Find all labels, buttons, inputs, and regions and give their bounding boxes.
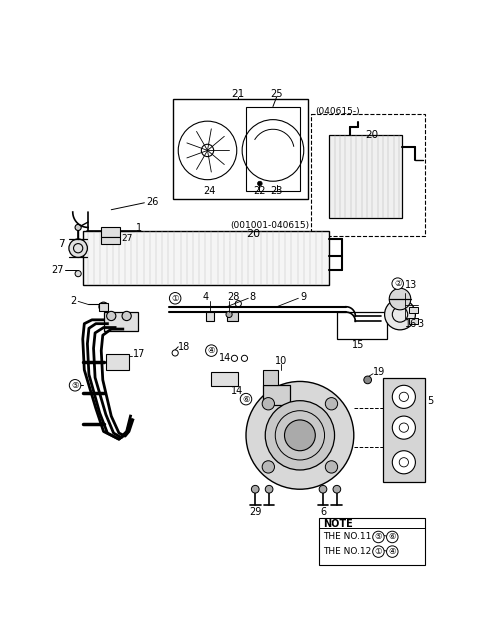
Bar xyxy=(312,114,425,236)
Text: (001001-040615): (001001-040615) xyxy=(230,221,310,230)
Circle shape xyxy=(325,397,337,410)
Text: 9: 9 xyxy=(300,292,306,302)
Text: 27: 27 xyxy=(121,234,132,243)
Circle shape xyxy=(325,460,337,473)
Circle shape xyxy=(392,385,415,408)
Text: 4: 4 xyxy=(203,292,209,302)
Text: 14: 14 xyxy=(219,354,231,363)
Circle shape xyxy=(122,311,131,321)
Text: NOTE: NOTE xyxy=(323,519,353,529)
Text: 13: 13 xyxy=(406,280,418,290)
Text: 18: 18 xyxy=(178,342,191,352)
Text: 29: 29 xyxy=(249,507,262,517)
Circle shape xyxy=(246,381,354,489)
Circle shape xyxy=(384,299,415,330)
Bar xyxy=(227,312,238,321)
Text: THE NO.12 :: THE NO.12 : xyxy=(323,547,377,556)
Circle shape xyxy=(364,376,372,384)
Text: ⑤: ⑤ xyxy=(375,533,382,542)
Text: ④: ④ xyxy=(388,547,396,556)
Bar xyxy=(173,99,308,199)
Text: 19: 19 xyxy=(373,367,385,377)
Bar xyxy=(337,312,387,339)
Text: 14: 14 xyxy=(230,386,243,397)
Text: ①: ① xyxy=(375,547,382,556)
Circle shape xyxy=(265,401,335,470)
Bar xyxy=(101,238,120,243)
Circle shape xyxy=(392,416,415,439)
Text: ④: ④ xyxy=(207,346,215,355)
Text: ②: ② xyxy=(394,279,401,288)
Circle shape xyxy=(258,181,262,186)
Circle shape xyxy=(262,397,275,410)
Circle shape xyxy=(389,289,411,310)
Bar xyxy=(319,518,425,565)
Bar xyxy=(83,231,329,285)
Text: 15: 15 xyxy=(351,340,364,350)
Text: ⑤: ⑤ xyxy=(72,381,79,390)
Bar xyxy=(409,317,419,324)
Circle shape xyxy=(392,451,415,474)
Bar xyxy=(99,303,108,310)
Text: 20: 20 xyxy=(365,130,378,140)
Bar xyxy=(104,312,138,332)
Text: 16: 16 xyxy=(406,319,418,328)
Text: ⑥: ⑥ xyxy=(242,395,250,404)
Circle shape xyxy=(107,311,116,321)
Text: 17: 17 xyxy=(133,350,145,359)
Circle shape xyxy=(265,486,273,493)
Text: 27: 27 xyxy=(51,265,63,275)
Text: 28: 28 xyxy=(227,292,239,302)
Bar xyxy=(106,354,129,370)
Bar xyxy=(206,312,214,321)
Text: ⑥: ⑥ xyxy=(388,533,396,542)
Text: 5: 5 xyxy=(427,395,433,406)
Bar xyxy=(329,135,402,218)
Circle shape xyxy=(226,311,232,317)
Text: (040615-): (040615-) xyxy=(315,107,360,116)
Text: 22: 22 xyxy=(253,186,266,196)
Text: THE NO.11 :: THE NO.11 : xyxy=(323,533,377,542)
Text: 2: 2 xyxy=(71,296,77,306)
Bar xyxy=(101,227,120,236)
Circle shape xyxy=(319,486,327,493)
Bar xyxy=(211,372,238,386)
Text: 24: 24 xyxy=(204,186,216,196)
Bar xyxy=(409,307,419,313)
Bar xyxy=(263,385,290,404)
Text: 21: 21 xyxy=(232,90,245,99)
Bar xyxy=(263,370,278,385)
Circle shape xyxy=(262,460,275,473)
Circle shape xyxy=(99,302,108,311)
Circle shape xyxy=(75,224,81,231)
Text: 8: 8 xyxy=(250,292,256,302)
Text: ①: ① xyxy=(171,294,179,303)
Text: 23: 23 xyxy=(271,186,283,196)
Text: 7: 7 xyxy=(59,240,65,249)
Text: 1: 1 xyxy=(136,223,142,233)
Text: ~: ~ xyxy=(381,533,388,542)
Circle shape xyxy=(333,486,341,493)
Text: 3: 3 xyxy=(417,319,423,328)
Text: 10: 10 xyxy=(275,355,287,366)
Text: 6: 6 xyxy=(320,507,326,517)
Circle shape xyxy=(252,486,259,493)
Text: 20: 20 xyxy=(246,229,260,240)
Circle shape xyxy=(75,270,81,277)
Circle shape xyxy=(285,420,315,451)
Bar xyxy=(383,377,425,482)
Bar xyxy=(246,106,300,191)
Text: 26: 26 xyxy=(146,197,158,207)
Circle shape xyxy=(69,239,87,258)
Text: 25: 25 xyxy=(271,90,283,99)
Text: ~: ~ xyxy=(381,547,388,556)
